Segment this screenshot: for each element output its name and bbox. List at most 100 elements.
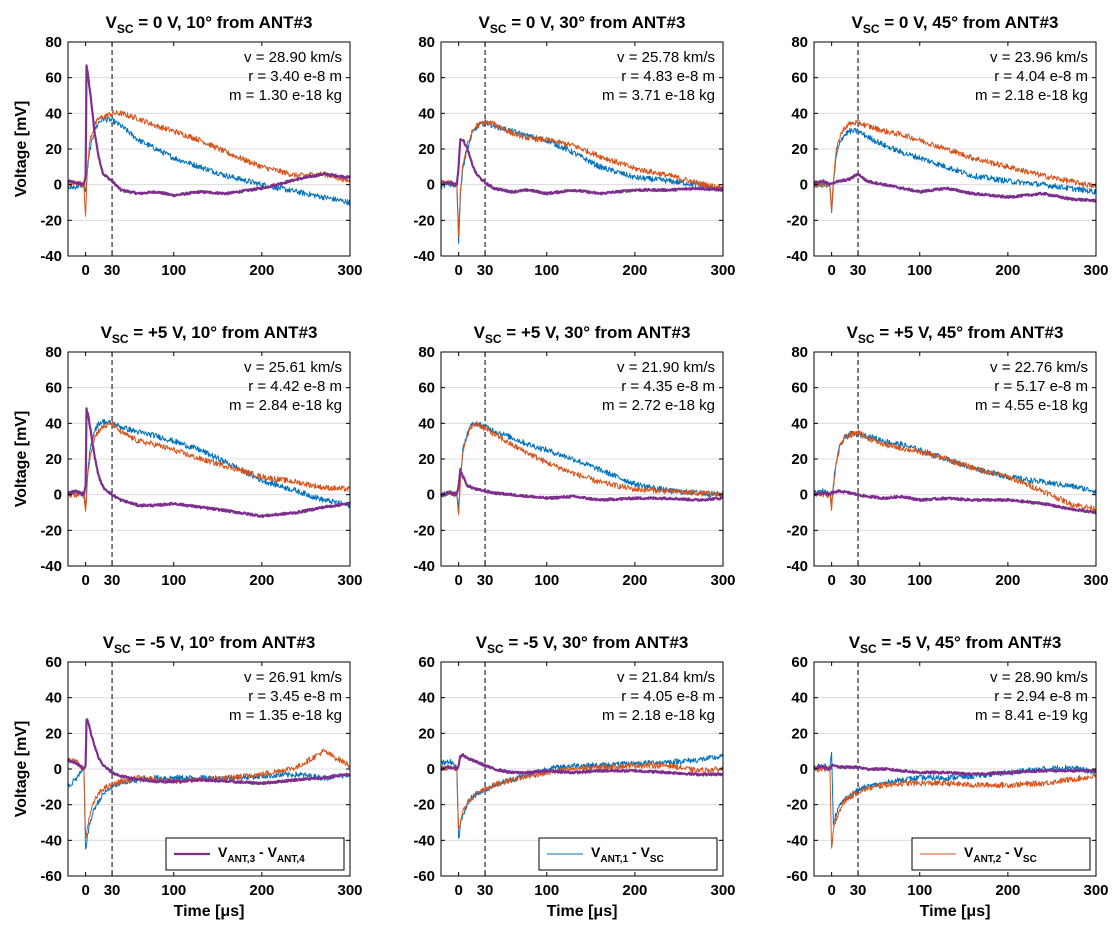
y-tick-label: 20: [791, 451, 808, 468]
x-tick-label: 100: [161, 262, 186, 279]
annotation-velocity: v = 23.96 km/s: [990, 49, 1088, 66]
annotation-radius: r = 3.45 e-8 m: [248, 688, 342, 705]
y-tick-label: -60: [40, 868, 62, 885]
y-tick-label: -40: [786, 832, 808, 849]
annotation-mass: m = 3.71 e-18 kg: [602, 87, 715, 104]
x-tick-label: 100: [907, 572, 932, 589]
y-tick-label: 60: [45, 70, 62, 87]
y-tick-label: 80: [791, 34, 808, 51]
x-tick-label: 30: [850, 572, 867, 589]
y-tick-label: 40: [791, 105, 808, 122]
x-tick-label: 300: [1083, 882, 1108, 899]
x-tick-label: 100: [907, 262, 932, 279]
y-tick-label: -40: [413, 248, 435, 265]
y-tick-label: -20: [786, 212, 808, 229]
series-line-ant34: [813, 489, 1097, 515]
x-tick-label: 100: [161, 882, 186, 899]
y-tick-label: 0: [427, 761, 435, 778]
annotation-radius: r = 5.17 e-8 m: [994, 378, 1088, 395]
y-tick-label: 80: [45, 34, 62, 51]
x-tick-label: 0: [454, 882, 462, 899]
chart-panel-3: 0 30 100 200 300 -40 -20 0 20 40 60 80 VSC = 0 V, 45…: [786, 13, 1108, 279]
annotation-mass: m = 2.18 e-18 kg: [602, 707, 715, 724]
x-tick-label: 0: [81, 572, 89, 589]
x-tick-label: 100: [907, 882, 932, 899]
annotation-velocity: v = 28.90 km/s: [990, 669, 1088, 686]
y-tick-label: -40: [413, 832, 435, 849]
series-line-ant1: [67, 419, 351, 509]
annotation-mass: m = 2.84 e-18 kg: [229, 397, 342, 414]
series-line-ant2: [813, 765, 1097, 849]
annotation-radius: r = 4.42 e-8 m: [248, 378, 342, 395]
y-tick-label: 0: [54, 487, 62, 504]
y-tick-label: -20: [786, 522, 808, 539]
x-tick-label: 0: [827, 572, 835, 589]
x-tick-label: 200: [995, 572, 1020, 589]
annotation-mass: m = 1.35 e-18 kg: [229, 707, 342, 724]
y-tick-label: -60: [786, 868, 808, 885]
chart-title: VSC = -5 V, 45° from ANT#3: [849, 633, 1062, 656]
y-tick-label: -20: [40, 797, 62, 814]
series-line-ant2: [440, 762, 724, 830]
legend: VANT,2 - VSC: [911, 837, 1091, 871]
x-axis-label: Time [μs]: [174, 903, 245, 920]
chart-title: VSC = -5 V, 30° from ANT#3: [476, 633, 689, 656]
series-line-ant34: [440, 138, 724, 196]
y-tick-label: -20: [413, 797, 435, 814]
y-tick-label: -20: [40, 212, 62, 229]
y-tick-label: -40: [40, 248, 62, 265]
x-tick-label: 100: [534, 882, 559, 899]
y-tick-label: -40: [40, 832, 62, 849]
x-axis-label: Time [μs]: [547, 903, 618, 920]
y-tick-label: -40: [413, 558, 435, 575]
x-tick-label: 30: [104, 572, 121, 589]
y-tick-label: 20: [45, 725, 62, 742]
chart-panel-9: 0 30 100 200 300 -60 -40 -20 0 20 40 60 VSC = -5 V, …: [786, 633, 1108, 920]
y-tick-label: 20: [45, 451, 62, 468]
y-axis-label: Voltage [mV]: [13, 411, 30, 508]
y-tick-label: 40: [791, 415, 808, 432]
x-tick-label: 200: [622, 882, 647, 899]
chart-panel-1: 0 30 100 200 300 -40 -20 0 20 40 60 80 VSC = 0 V, 10…: [13, 13, 363, 279]
annotation-radius: r = 4.05 e-8 m: [621, 688, 715, 705]
y-tick-label: 40: [418, 415, 435, 432]
annotation-velocity: v = 21.84 km/s: [617, 669, 715, 686]
y-tick-label: 0: [54, 177, 62, 194]
series-line-ant1: [813, 127, 1097, 211]
y-tick-label: 40: [45, 415, 62, 432]
y-tick-label: 0: [800, 177, 808, 194]
y-tick-label: 60: [418, 654, 435, 671]
x-tick-label: 300: [337, 572, 362, 589]
chart-panel-2: 0 30 100 200 300 -40 -20 0 20 40 60 80 VSC = 0 V, 30…: [413, 13, 735, 279]
x-tick-label: 200: [249, 882, 274, 899]
chart-panel-7: 0 30 100 200 300 -60 -40 -20 0 20 40 60 VSC = -5 V, …: [13, 633, 363, 920]
annotation-mass: m = 2.18 e-18 kg: [975, 87, 1088, 104]
series-line-ant34: [440, 753, 724, 777]
y-tick-label: 40: [418, 690, 435, 707]
series-line-ant34: [440, 467, 724, 502]
y-tick-label: 60: [791, 70, 808, 87]
legend-entry: VANT,3 - VANT,4: [218, 844, 305, 865]
y-tick-label: -20: [413, 212, 435, 229]
annotation-velocity: v = 22.76 km/s: [990, 359, 1088, 376]
y-tick-label: 80: [791, 344, 808, 361]
y-tick-label: 80: [418, 34, 435, 51]
y-tick-label: 40: [418, 105, 435, 122]
chart-panel-4: 0 30 100 200 300 -40 -20 0 20 40 60 80 VSC = +5 V, 1…: [13, 323, 363, 589]
series-line-ant34: [67, 718, 351, 786]
x-tick-label: 200: [622, 262, 647, 279]
chart-panel-8: 0 30 100 200 300 -60 -40 -20 0 20 40 60 VSC = -5 V, …: [413, 633, 735, 920]
y-tick-label: 60: [45, 654, 62, 671]
annotation-radius: r = 4.04 e-8 m: [994, 68, 1088, 85]
series-line-ant2: [67, 110, 351, 217]
legend: VANT,1 - VSC: [538, 837, 718, 871]
x-tick-label: 30: [477, 882, 494, 899]
x-tick-label: 200: [995, 262, 1020, 279]
y-tick-label: 60: [791, 654, 808, 671]
y-tick-label: 0: [800, 761, 808, 778]
annotation-radius: r = 3.40 e-8 m: [248, 68, 342, 85]
x-tick-label: 30: [850, 262, 867, 279]
series-line-ant34: [813, 173, 1097, 203]
y-tick-label: 20: [418, 725, 435, 742]
